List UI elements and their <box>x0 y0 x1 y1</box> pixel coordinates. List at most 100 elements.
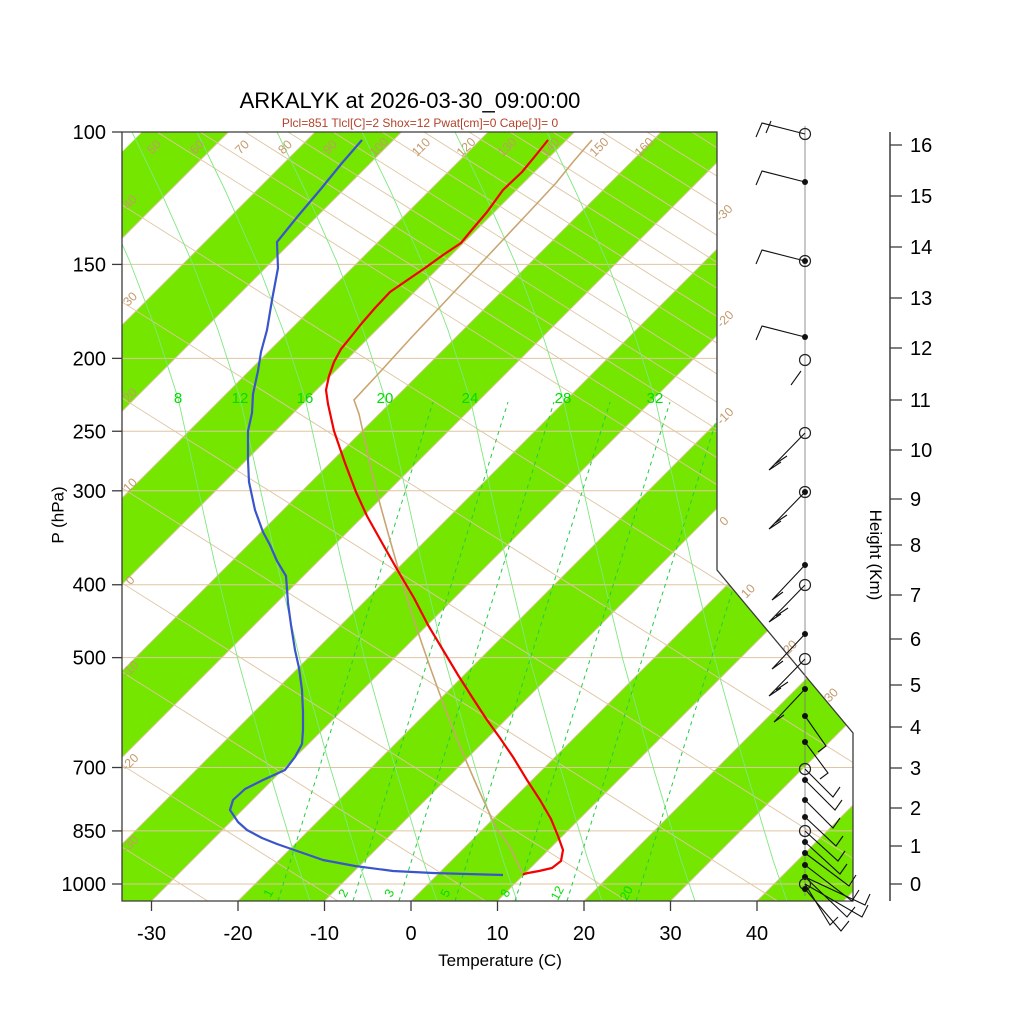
dry-adiabat-line <box>332 132 853 901</box>
isotherm-line <box>497 132 853 901</box>
isotherm-line <box>324 132 853 901</box>
wind-barb <box>804 841 848 875</box>
wind-barb <box>775 681 789 691</box>
wind-barb <box>804 876 856 918</box>
mixing-ratio-line <box>566 401 723 901</box>
isotherm-edge-label: -30 <box>713 202 736 225</box>
station-marker-dot <box>802 862 808 868</box>
dewpoint-trace <box>228 139 504 877</box>
wind-barb <box>804 876 871 906</box>
isotherm-line <box>122 132 402 901</box>
moist-adiabat-label: 32 <box>647 390 664 407</box>
wind-barb <box>775 607 789 617</box>
dry-adiabat-line <box>423 132 853 901</box>
height-tick-label: 12 <box>910 338 932 360</box>
station-marker-dot <box>802 797 808 803</box>
pressure-tick-label: 100 <box>73 122 106 144</box>
height-tick-label: 4 <box>910 717 921 739</box>
height-tick-label: 13 <box>910 288 932 310</box>
mixing-ratio-line <box>352 401 509 901</box>
height-tick-label: 16 <box>910 135 932 157</box>
temperature-trace <box>324 139 565 876</box>
moist-adiabat-label: 28 <box>555 390 572 407</box>
moist-adiabat-label: 20 <box>377 390 394 407</box>
wind-barb <box>804 768 841 798</box>
wind-barb <box>765 120 772 134</box>
height-tick-label: 14 <box>910 237 932 259</box>
wind-barb <box>774 514 788 524</box>
height-tick-label: 3 <box>910 758 921 780</box>
moist-adiabat-line <box>546 132 788 901</box>
isotherm-line <box>930 132 1024 901</box>
wind-barb <box>771 633 806 670</box>
mixing-ratio-line <box>277 401 434 901</box>
moist-adiabat-label: 12 <box>232 390 249 407</box>
pressure-tick-label: 500 <box>73 648 106 670</box>
isotherm-edge-label: 20 <box>780 637 800 657</box>
station-marker-dot <box>802 777 808 783</box>
station-marker-circle <box>798 824 812 838</box>
height-tick-label: 0 <box>910 874 921 896</box>
plot-border <box>121 131 854 902</box>
wind-barb <box>804 852 857 887</box>
height-tick-label: 15 <box>910 186 932 208</box>
height-tick-label: 10 <box>910 440 932 462</box>
station-marker-dot <box>802 739 808 745</box>
pressure-tick-label: 1000 <box>62 874 107 896</box>
station-marker-dot <box>802 686 808 692</box>
wind-barb <box>774 455 788 465</box>
temperature-tick-label: 30 <box>659 923 681 945</box>
isotherm-line <box>843 132 853 901</box>
wind-barb <box>804 816 844 847</box>
temperature-axis-title: Temperature (C) <box>438 951 562 970</box>
temperature-tick-label: 20 <box>573 923 595 945</box>
mixing-ratio-label: 2 <box>336 887 352 900</box>
height-tick-label: 5 <box>910 675 921 697</box>
stripe-band <box>584 132 853 901</box>
wind-barb <box>790 370 802 386</box>
station-marker-dot <box>802 258 808 264</box>
station-marker-circle <box>798 652 812 666</box>
dry-adiabat-line <box>381 132 853 901</box>
mixing-ratio-line <box>398 401 555 901</box>
height-tick-label: 11 <box>910 390 931 412</box>
moist-adiabat-line <box>122 132 311 901</box>
station-marker-dot <box>802 839 808 845</box>
station-marker-circle <box>798 762 812 776</box>
wind-barb <box>804 883 839 926</box>
height-tick-label: 6 <box>910 629 921 651</box>
isotherm-line <box>237 132 853 901</box>
isotherm-edge-label: 0 <box>717 514 732 529</box>
pressure-tick-label: 300 <box>73 481 106 503</box>
wind-barb <box>768 658 806 697</box>
wind-barb <box>771 564 806 601</box>
pressure-tick-label: 700 <box>73 758 106 780</box>
temperature-tick-label: -10 <box>310 923 339 945</box>
isotherm-line <box>583 132 853 901</box>
station-marker-dot <box>802 489 808 495</box>
mixing-ratio-label: 20 <box>617 884 636 903</box>
moist-adiabat-line <box>131 132 373 901</box>
height-tick-label: 1 <box>910 836 921 858</box>
dry-adiabat-label: 30 <box>120 289 140 309</box>
isotherm-line <box>122 132 316 901</box>
dry-adiabat-line <box>287 132 853 901</box>
pressure-tick-label: 150 <box>73 254 106 276</box>
stripe-band <box>238 132 853 901</box>
temperature-tick-label: -20 <box>224 923 253 945</box>
dry-adiabat-label: 80 <box>275 137 295 157</box>
temperature-tick-label: 40 <box>746 923 768 945</box>
mixing-ratio-label: 12 <box>548 884 567 903</box>
stripe-band <box>0 132 56 901</box>
moist-adiabat-label: 24 <box>462 390 479 407</box>
pressure-tick-label: 250 <box>73 421 106 443</box>
pressure-tick-label: 850 <box>73 821 106 843</box>
wind-barb <box>755 170 806 186</box>
dry-adiabat-line <box>244 132 853 901</box>
dry-adiabat-line <box>468 132 853 901</box>
moist-adiabat-label: 8 <box>174 390 182 407</box>
dry-adiabat-line <box>122 487 778 901</box>
wind-barb <box>773 688 806 723</box>
